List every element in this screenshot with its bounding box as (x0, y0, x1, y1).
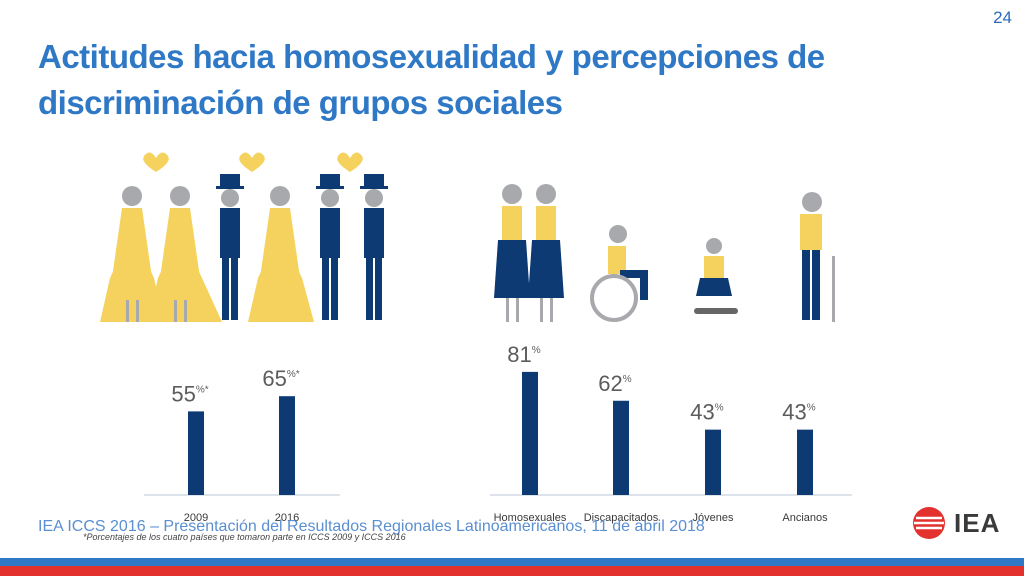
bar-value-label: 43% (690, 400, 723, 425)
bottom-bar-red (0, 566, 1024, 576)
heart-icon (239, 152, 265, 172)
globe-icon (913, 507, 945, 539)
elderly-figure (800, 192, 835, 322)
bar (188, 411, 204, 495)
heart-icon (143, 152, 169, 172)
logo-text: IEA (954, 507, 1001, 538)
title-line-2: discriminación de grupos sociales (38, 84, 563, 121)
bar (279, 396, 295, 495)
bar-value-label: 65%* (262, 366, 299, 391)
footer-text: IEA ICCS 2016 – Presentación del Resulta… (38, 518, 705, 535)
bar-value-label: 43% (782, 400, 815, 425)
social-groups-illustration (494, 184, 835, 322)
page-number: 24 (993, 8, 1012, 27)
bar-value-label: 81% (507, 342, 540, 367)
bar-value-label: 62% (598, 371, 631, 396)
groom-figure (360, 174, 388, 320)
youth-figure (694, 238, 738, 314)
category-label: 2009 (184, 512, 208, 524)
bride-figure (100, 186, 164, 322)
groom-figure (316, 174, 344, 320)
category-label: Jóvenes (693, 512, 734, 524)
wheelchair-user-figure (590, 225, 648, 322)
bride-figure (148, 186, 222, 322)
category-label: Ancianos (782, 512, 828, 524)
page-title: Actitudes hacia homosexualidad y percepc… (38, 34, 968, 126)
bar (797, 429, 813, 495)
category-label: Homosexuales (494, 512, 567, 524)
bride-figure (248, 186, 314, 322)
bar (613, 400, 629, 495)
heart-icon (337, 152, 363, 172)
couples-illustration (100, 152, 388, 322)
homosexual-couple-figure (494, 184, 564, 322)
bar-value-label: 55%* (171, 381, 208, 406)
category-label: 2016 (275, 512, 299, 524)
footnote: *Porcentajes de los cuatro países que to… (83, 532, 406, 542)
bar (705, 429, 721, 495)
bar (522, 371, 538, 495)
groom-figure (216, 174, 244, 320)
bottom-bar-blue (0, 558, 1024, 566)
title-line-1: Actitudes hacia homosexualidad y percepc… (38, 38, 825, 75)
iea-logo: IEA (912, 506, 1000, 540)
category-label: Discapacitados (584, 512, 659, 524)
